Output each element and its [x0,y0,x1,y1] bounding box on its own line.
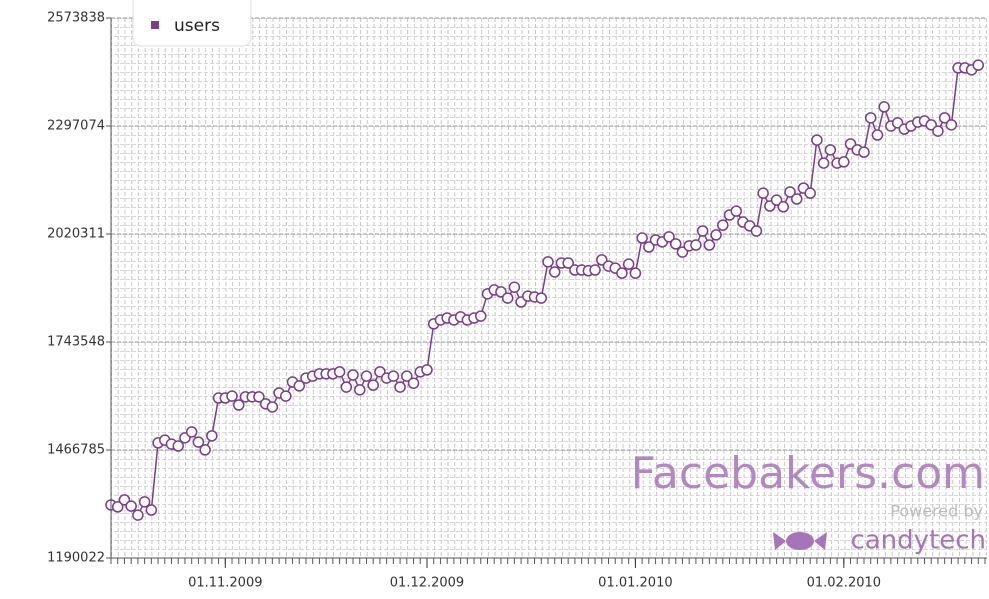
point [871,129,884,141]
point [253,391,265,403]
point [784,186,796,198]
y-tick-label: 2573838 [47,11,105,26]
point [838,156,850,168]
point [972,59,985,71]
point [206,430,218,442]
y-tick-label: 1466785 [47,443,105,458]
point [501,292,514,304]
point [643,241,655,253]
point [548,266,561,278]
point [360,370,373,382]
point [777,201,790,213]
x-tick-label: 01.01.2010 [598,576,672,591]
point [945,119,958,131]
point [535,292,548,304]
point [562,257,574,269]
point [622,258,635,270]
point [111,501,124,513]
point [932,125,944,137]
point [401,370,413,382]
y-tick-label: 2020311 [47,227,105,242]
y-tick-label: 1190022 [47,551,105,566]
point [864,112,877,124]
point [824,144,837,156]
point [293,380,305,392]
minor-v-grid [111,18,987,558]
point [669,238,682,250]
point [199,444,211,456]
point [696,225,709,237]
point [811,134,823,146]
watermark: Facebakers.com [631,448,985,499]
point [367,379,379,391]
point [226,390,238,402]
point [717,219,729,231]
point [629,267,642,279]
point [858,146,870,158]
point [663,231,675,243]
brand: candytech [850,526,986,556]
legend-swatch [151,21,159,29]
point [172,440,184,452]
x-tick-label: 01.02.2010 [807,576,881,591]
point [475,310,487,322]
powered-by: Powered by [890,502,983,521]
point [125,500,137,512]
point [394,381,406,393]
point [817,157,830,169]
point [192,436,205,448]
point [710,229,722,241]
point [938,112,951,124]
legend: users [132,0,252,47]
point [589,264,601,276]
point [347,369,359,381]
point [333,366,346,378]
plot [105,59,985,521]
point [616,267,628,279]
point [791,193,803,205]
y-tick-label: 2297074 [47,119,105,134]
point [421,364,433,376]
point [757,187,769,199]
point [542,256,554,268]
y-tick-label: 1743548 [47,335,105,350]
x-tick-label: 01.11.2009 [188,576,262,591]
point [770,194,783,206]
point [636,232,648,244]
candy-icon [773,532,827,550]
point [145,504,158,516]
legend-box [132,0,252,47]
point [354,384,366,396]
point [280,390,292,402]
point [703,239,716,251]
point [878,101,890,113]
point [387,370,400,382]
x-tick-label: 01.12.2009 [390,576,464,591]
point [750,225,763,237]
point [340,381,353,393]
point [232,399,245,411]
point [132,509,144,521]
point [407,377,420,389]
point [138,496,151,508]
point [266,401,279,413]
point [730,205,742,217]
point [804,187,816,199]
point [690,239,702,251]
legend-label: users [174,16,220,36]
point [185,426,198,438]
point [508,281,521,293]
